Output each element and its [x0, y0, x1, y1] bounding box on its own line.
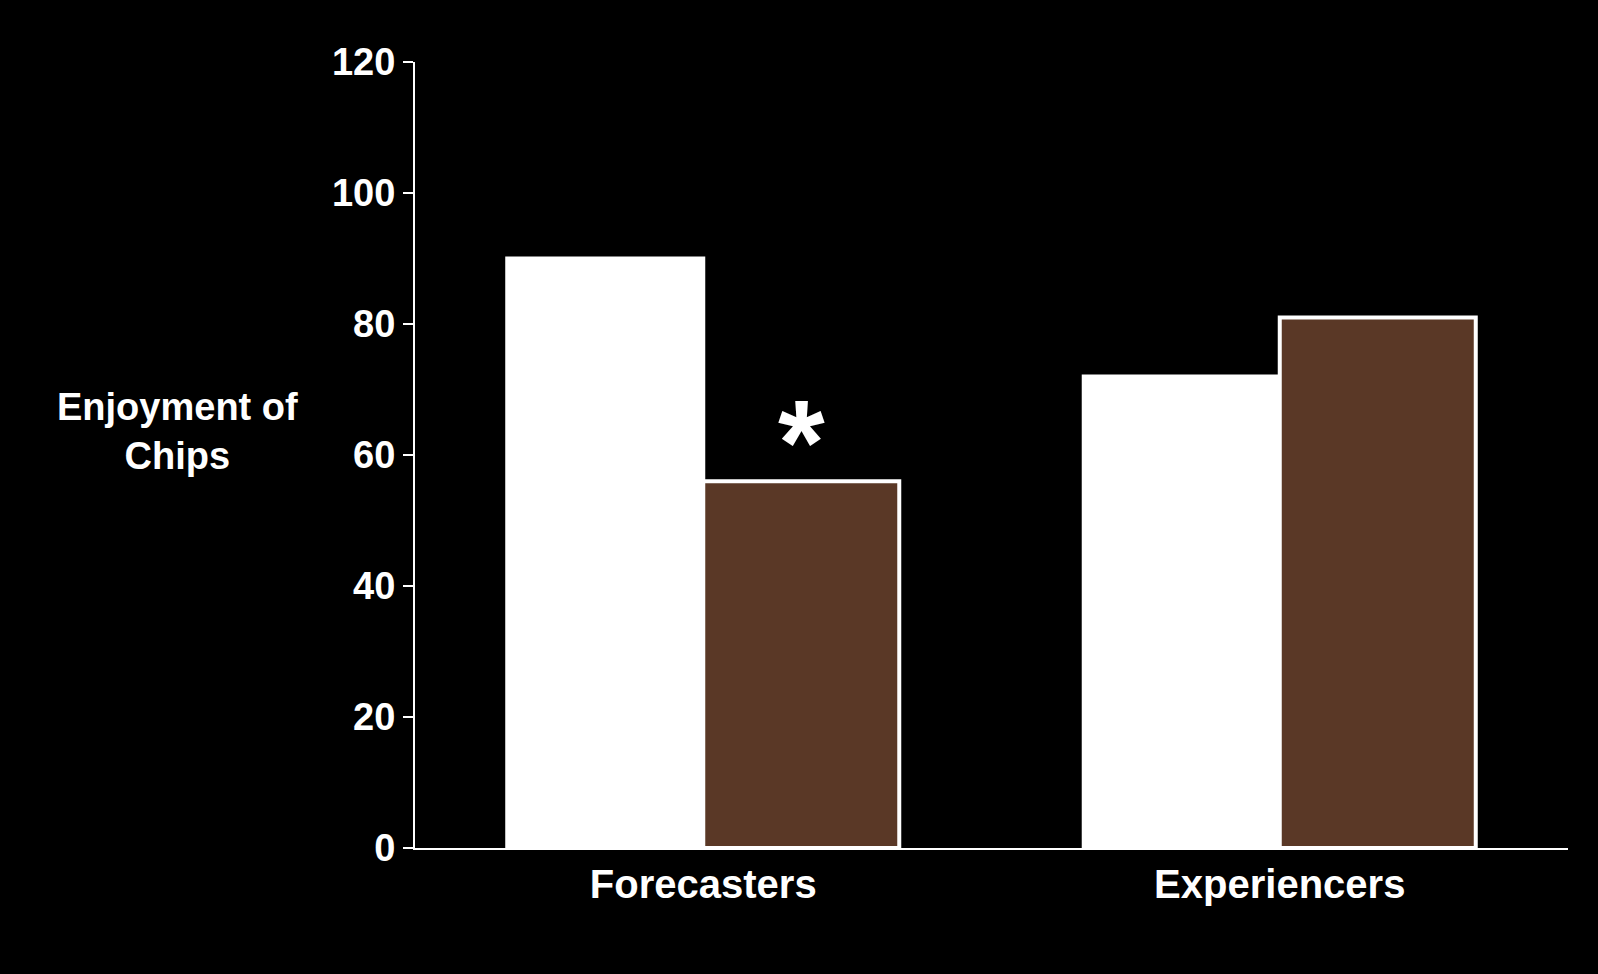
svg-text:Forecasters: Forecasters [590, 862, 817, 906]
svg-text:*: * [778, 375, 825, 509]
svg-text:100: 100 [332, 172, 395, 214]
svg-text:Enjoyment ofChips: Enjoyment ofChips [57, 386, 298, 477]
svg-text:80: 80 [353, 303, 395, 345]
svg-text:0: 0 [374, 827, 395, 869]
svg-text:120: 120 [332, 41, 395, 83]
svg-text:60: 60 [353, 434, 395, 476]
svg-text:Experiencers: Experiencers [1154, 862, 1405, 906]
svg-text:40: 40 [353, 565, 395, 607]
svg-text:20: 20 [353, 696, 395, 738]
